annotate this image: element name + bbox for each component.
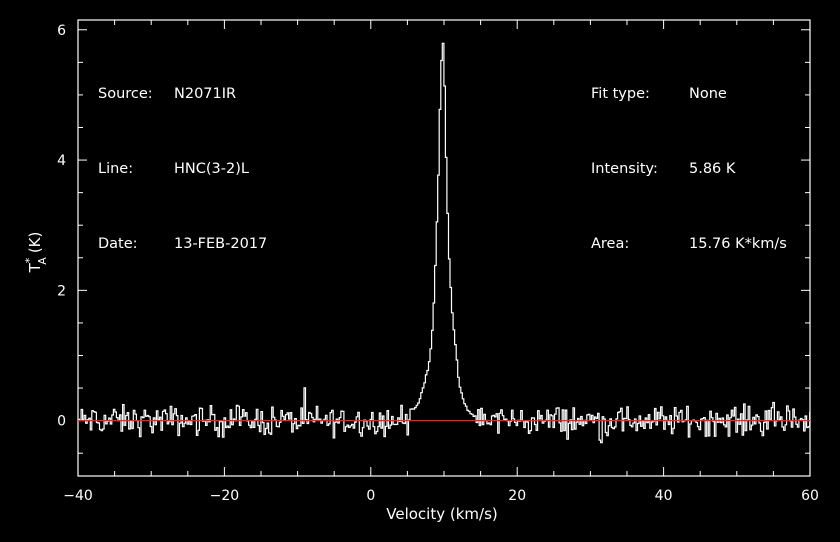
y-tick-label: 2 bbox=[57, 283, 66, 299]
spectrum-info-left: Source: N2071IR Line: HNC(3-2)L Date: 13-FE… bbox=[98, 32, 267, 282]
x-tick-label: −20 bbox=[210, 488, 240, 504]
info-key: Date: bbox=[98, 236, 138, 252]
y-tick-label: 4 bbox=[57, 153, 66, 169]
svg-text:T*A(K): T*A (K) bbox=[23, 232, 49, 274]
y-axis-label: T*A (K) bbox=[23, 232, 49, 274]
y-tick-label: 6 bbox=[57, 23, 66, 39]
info-value: 5.86 K bbox=[689, 161, 736, 177]
x-tick-label: 60 bbox=[801, 488, 819, 504]
info-row-line: Line: HNC(3-2)L bbox=[98, 157, 267, 182]
y-axis-label-super: * bbox=[23, 257, 36, 263]
info-key: Intensity: bbox=[591, 161, 658, 177]
y-tick-labels: 0 2 4 6 bbox=[57, 23, 66, 430]
info-row-source: Source: N2071IR bbox=[98, 82, 267, 107]
y-axis-label-sub: A bbox=[36, 257, 49, 265]
x-tick-label: 40 bbox=[655, 488, 673, 504]
info-row-intensity: Intensity: 5.86 K bbox=[591, 157, 787, 182]
y-tick-label: 0 bbox=[57, 414, 66, 430]
x-tick-label: 20 bbox=[508, 488, 526, 504]
y-axis-label-main: T bbox=[26, 262, 44, 273]
spectrum-line bbox=[78, 42, 811, 444]
info-value: 13-FEB-2017 bbox=[174, 236, 268, 252]
info-value: N2071IR bbox=[174, 86, 237, 102]
info-value: HNC(3-2)L bbox=[174, 161, 249, 177]
spectrum-info-right: Fit type: None Intensity: 5.86 K Area: 15.7… bbox=[591, 32, 787, 282]
info-value: None bbox=[689, 86, 727, 102]
info-key: Source: bbox=[98, 86, 153, 102]
info-key: Fit type: bbox=[591, 86, 650, 102]
info-row-area: Area: 15.76 K*km/s bbox=[591, 232, 787, 257]
x-tick-label: 0 bbox=[366, 488, 375, 504]
x-tick-labels: −40 −20 0 20 40 60 bbox=[63, 488, 819, 504]
info-key: Line: bbox=[98, 161, 134, 177]
info-key: Area: bbox=[591, 236, 630, 252]
info-row-fit-type: Fit type: None bbox=[591, 82, 787, 107]
info-row-date: Date: 13-FEB-2017 bbox=[98, 232, 267, 257]
x-axis-label: Velocity (km/s) bbox=[386, 505, 497, 523]
y-axis-label-unit: (K) bbox=[26, 232, 44, 254]
x-tick-label: −40 bbox=[63, 488, 93, 504]
info-value: 15.76 K*km/s bbox=[689, 236, 787, 252]
